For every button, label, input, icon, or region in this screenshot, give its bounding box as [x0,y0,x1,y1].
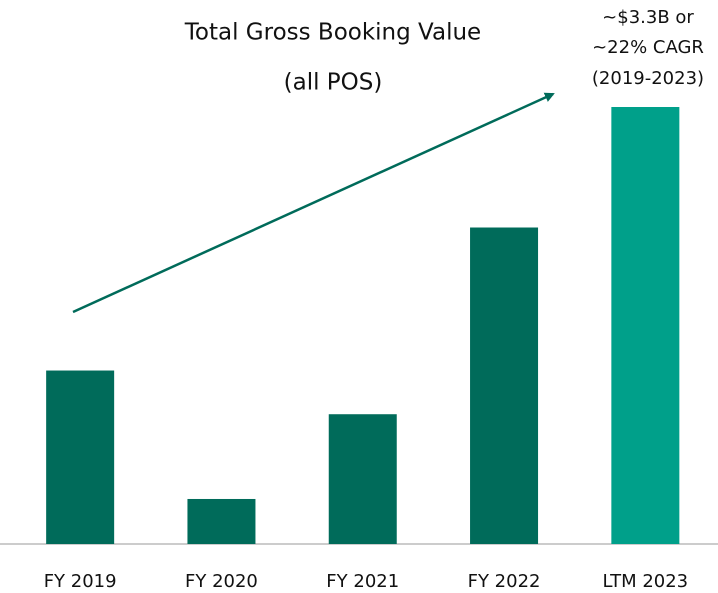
x-tick-label: FY 2021 [326,571,399,592]
x-tick-label: FY 2019 [44,571,117,592]
x-tick-label: LTM 2023 [603,571,689,592]
bar [611,107,680,544]
bar [46,370,115,544]
bar [187,498,256,544]
annotation: ~$3.3B or [602,7,694,28]
trend-arrow [72,92,555,314]
annotation: (2019-2023) [592,68,704,89]
chart-subtitle: (all POS) [284,70,383,96]
chart-title: Total Gross Booking Value [184,20,481,46]
bar [328,414,397,544]
x-tick-label: FY 2022 [468,571,541,592]
annotation: ~22% CAGR [592,37,704,58]
bar [470,227,539,545]
x-tick-label: FY 2020 [185,571,258,592]
